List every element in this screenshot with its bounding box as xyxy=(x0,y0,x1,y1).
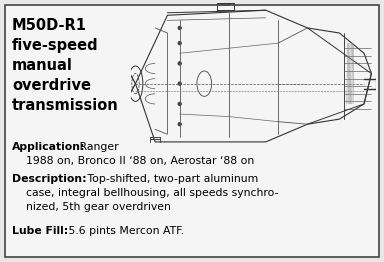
Text: overdrive: overdrive xyxy=(12,78,91,93)
Text: five-speed: five-speed xyxy=(12,38,99,53)
Text: Ranger: Ranger xyxy=(76,142,119,152)
Text: Description:: Description: xyxy=(12,174,87,184)
Text: case, integral bellhousing, all speeds synchro-: case, integral bellhousing, all speeds s… xyxy=(26,188,278,198)
Text: M50D-R1: M50D-R1 xyxy=(12,18,87,33)
Text: Application:: Application: xyxy=(12,142,86,152)
Circle shape xyxy=(178,82,181,85)
Circle shape xyxy=(178,42,181,45)
Text: Lube Fill:: Lube Fill: xyxy=(12,226,68,236)
Text: 1988 on, Bronco II ‘88 on, Aerostar ‘88 on: 1988 on, Bronco II ‘88 on, Aerostar ‘88 … xyxy=(26,156,254,166)
Circle shape xyxy=(178,26,181,29)
Text: nized, 5th gear overdriven: nized, 5th gear overdriven xyxy=(26,202,171,212)
Text: manual: manual xyxy=(12,58,73,73)
Circle shape xyxy=(178,123,181,126)
Text: 5.6 pints Mercon ATF.: 5.6 pints Mercon ATF. xyxy=(65,226,184,236)
Text: Top-shifted, two-part aluminum: Top-shifted, two-part aluminum xyxy=(84,174,258,184)
Circle shape xyxy=(178,62,181,65)
Circle shape xyxy=(178,102,181,105)
Text: transmission: transmission xyxy=(12,98,119,113)
